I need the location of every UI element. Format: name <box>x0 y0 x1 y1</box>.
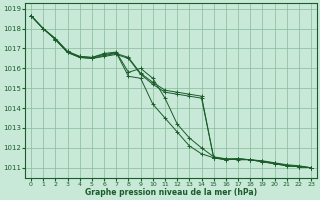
X-axis label: Graphe pression niveau de la mer (hPa): Graphe pression niveau de la mer (hPa) <box>85 188 257 197</box>
